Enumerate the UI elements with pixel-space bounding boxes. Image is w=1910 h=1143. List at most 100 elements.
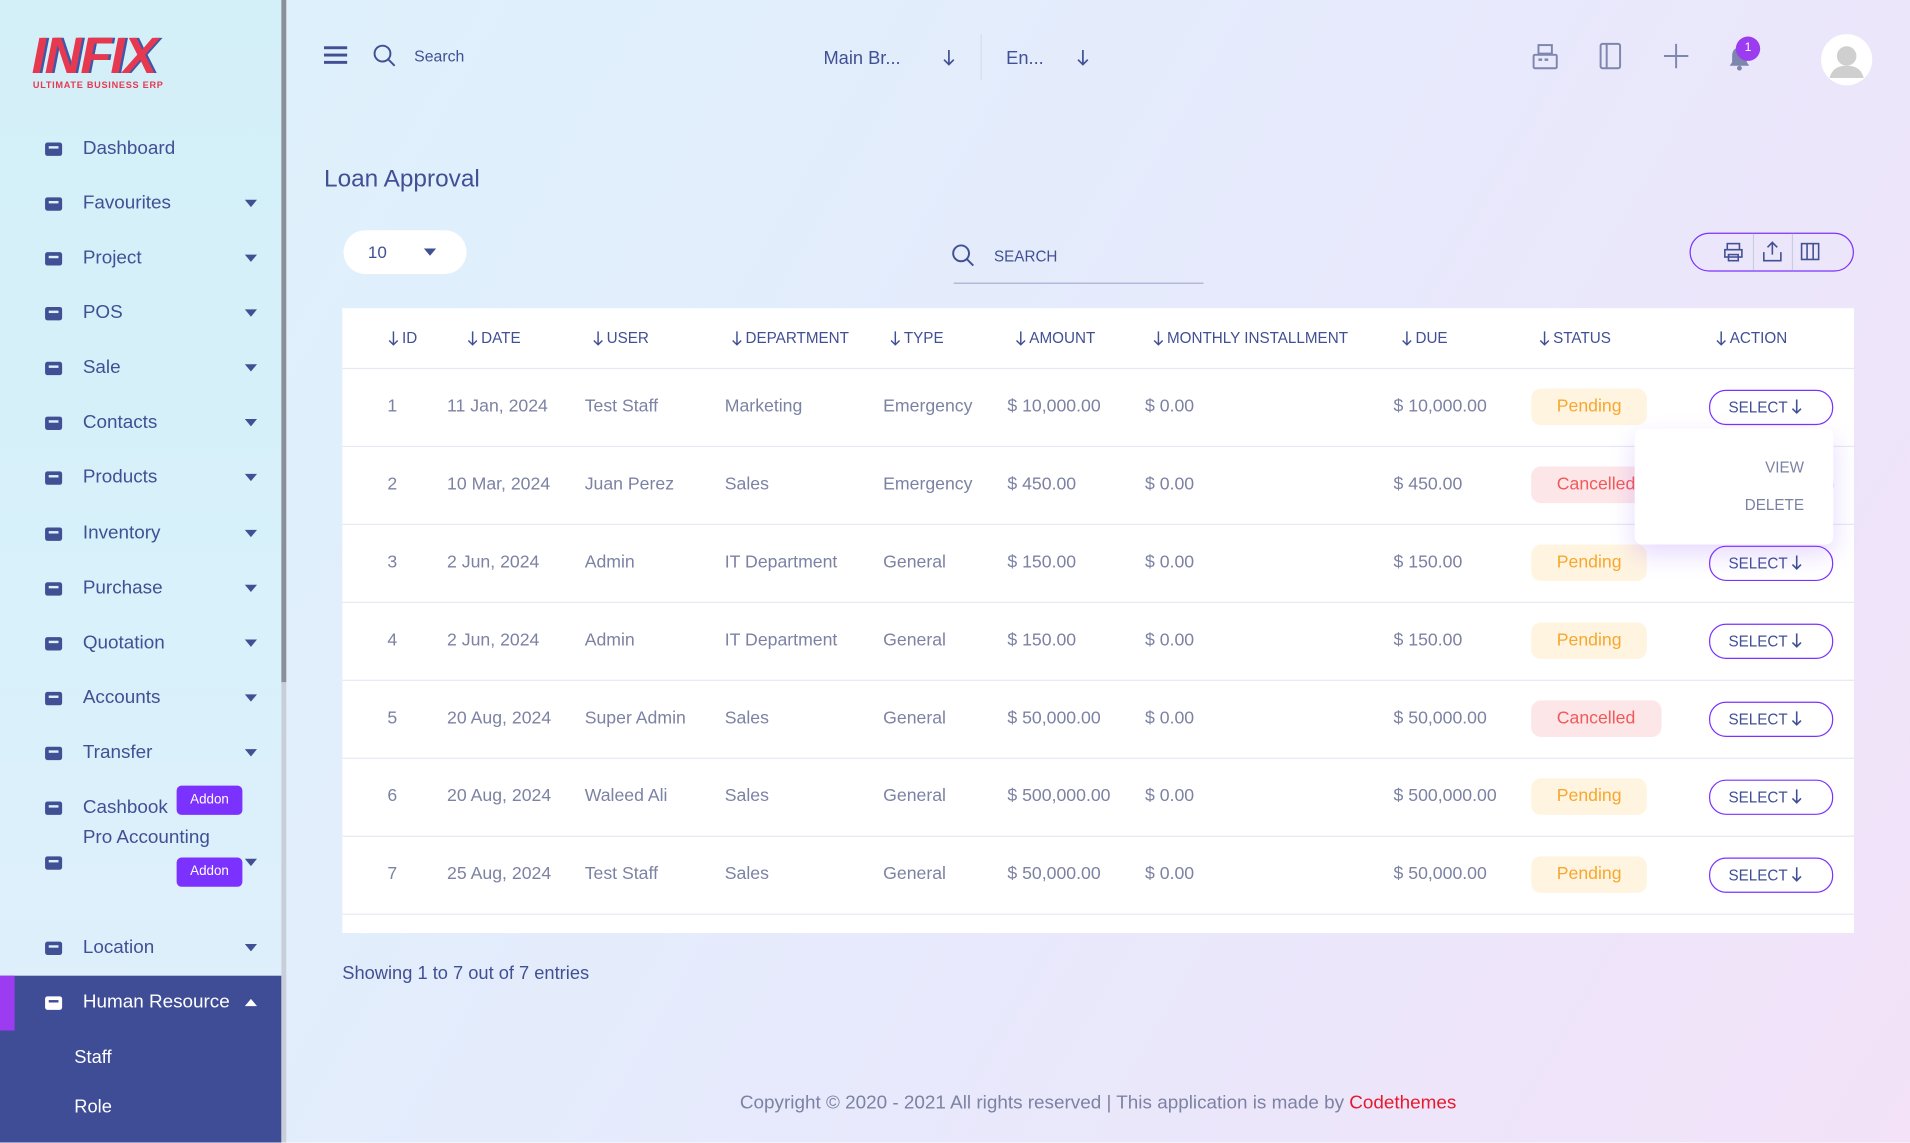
table-cell: $ 50,000.00 — [1393, 864, 1487, 885]
action-option[interactable]: VIEW — [1765, 458, 1805, 476]
menu-item[interactable]: POS — [0, 289, 281, 338]
column-title: MONTHLY INSTALLMENT — [1166, 329, 1349, 347]
menu-item[interactable]: Accounts — [0, 674, 281, 723]
logo-tagline: ULTIMATE BUSINESS ERP — [32, 79, 164, 91]
menu-item[interactable]: Products — [0, 453, 281, 502]
addon-badge: Addon — [176, 857, 243, 887]
menu-item[interactable]: Transfer — [0, 728, 281, 777]
select-button[interactable]: SELECT — [1709, 623, 1834, 659]
menu-item[interactable]: Dashboard — [0, 124, 281, 173]
status-badge: Pending — [1531, 544, 1648, 582]
table-cell: $ 50,000.00 — [1393, 708, 1487, 729]
pos-icon[interactable] — [1532, 44, 1558, 70]
status-badge: Pending — [1531, 388, 1648, 426]
select-text: SELECT — [1728, 866, 1788, 885]
sidebar: INFIX ULTIMATE BUSINESS ERP Dashboard Favou… — [0, 0, 282, 1143]
branch-arrow — [943, 49, 955, 66]
menu-label: Transfer — [82, 742, 153, 763]
sort-arrow — [1402, 331, 1412, 346]
avatar[interactable] — [1821, 34, 1873, 86]
menu-item[interactable]: Contacts — [0, 398, 281, 447]
menu-item[interactable]: Pro Accounting Addon — [0, 829, 281, 887]
table-search-input[interactable]: SEARCH — [993, 248, 1058, 266]
submenu-item[interactable]: Staff — [74, 1046, 112, 1068]
select-button[interactable]: SELECT — [1709, 389, 1834, 426]
add-icon[interactable] — [1663, 43, 1689, 69]
select-button[interactable]: SELECT — [1709, 779, 1834, 815]
footer-link[interactable]: Codethemes — [1349, 1092, 1457, 1114]
table-cell: $ 150.00 — [1393, 552, 1463, 573]
caret-down — [244, 309, 258, 317]
page-size-select[interactable]: 10 — [343, 230, 467, 275]
table-cell: Test Staff — [584, 396, 659, 417]
menu-label: Sale — [82, 357, 121, 378]
menu-item[interactable]: Favourites — [0, 179, 281, 228]
notes-icon[interactable] — [1599, 42, 1622, 70]
menu-icon — [45, 996, 63, 1010]
menu-label: Location — [82, 937, 155, 958]
menu-item[interactable]: Sale — [0, 344, 281, 393]
menu-item[interactable]: Quotation — [0, 619, 281, 668]
export-button[interactable] — [1763, 241, 1782, 262]
addon-text: Addon — [190, 864, 229, 879]
search-input[interactable]: Search — [414, 46, 465, 66]
columns-button[interactable] — [1800, 242, 1820, 261]
status-badge: Pending — [1531, 856, 1648, 893]
print-button[interactable] — [1724, 242, 1743, 262]
table-cell: 7 — [387, 864, 398, 885]
menu-label: Products — [82, 466, 158, 488]
select-text: SELECT — [1728, 555, 1788, 573]
table-cell: General — [883, 864, 946, 885]
select-button[interactable]: SELECT — [1709, 545, 1834, 582]
menu-label: Accounts — [82, 687, 161, 709]
caret-down — [244, 694, 258, 702]
table-summary: Showing 1 to 7 out of 7 entries — [342, 962, 590, 984]
caret-down — [244, 749, 258, 757]
submenu-item[interactable]: Role — [74, 1096, 112, 1118]
menu-icon — [45, 856, 63, 870]
menu-icon — [45, 416, 63, 430]
menu-label: Dashboard — [82, 137, 176, 159]
status-badge: Pending — [1531, 622, 1648, 659]
select-arrow — [1791, 711, 1802, 726]
menu-toggle[interactable] — [324, 46, 348, 64]
table-cell: Sales — [724, 474, 769, 495]
language-select[interactable]: En... — [1006, 48, 1044, 69]
active-marker — [0, 975, 15, 1031]
table-cell: $ 150.00 — [1007, 552, 1077, 573]
menu-item[interactable]: Human Resource — [0, 978, 281, 1027]
column-title: USER — [606, 329, 649, 347]
table-cell: General — [883, 786, 946, 807]
column-title: TYPE — [903, 329, 944, 347]
menu-item[interactable]: Location — [0, 923, 281, 972]
table-cell: Waleed Ali — [584, 786, 668, 807]
menu-item[interactable]: Cashbook Addon — [0, 783, 281, 832]
footer-text: Copyright © 2020 - 2021 All rights reser… — [739, 1092, 1345, 1114]
menu-item[interactable]: Project — [0, 234, 281, 283]
table-cell: $ 0.00 — [1145, 786, 1195, 807]
select-text: SELECT — [1728, 711, 1788, 729]
table-cell: Sales — [724, 786, 769, 807]
table-cell: Sales — [724, 864, 769, 885]
divider — [980, 34, 982, 81]
select-button[interactable]: SELECT — [1709, 857, 1834, 893]
menu-item[interactable]: Purchase — [0, 564, 281, 613]
select-button[interactable]: SELECT — [1709, 701, 1834, 737]
table-cell: $ 0.00 — [1145, 552, 1195, 573]
action-option[interactable]: DELETE — [1744, 496, 1805, 514]
menu-label: POS — [82, 302, 123, 324]
branch-select[interactable]: Main Br... — [823, 48, 901, 69]
menu-icon — [45, 941, 63, 955]
caret-down — [244, 944, 258, 952]
menu-item[interactable]: Inventory — [0, 509, 281, 558]
row-rule — [342, 757, 1854, 759]
action-menu: VIEW DELETE — [1634, 428, 1834, 545]
caret-down — [244, 529, 258, 538]
menu-label: Contacts — [82, 412, 158, 433]
table-cell: $ 10,000.00 — [1393, 396, 1487, 417]
language-arrow — [1077, 49, 1089, 66]
table-cell: $ 50,000.00 — [1007, 864, 1101, 885]
table-cell: 2 — [387, 474, 398, 495]
sort-arrow — [732, 331, 742, 346]
menu-icon — [45, 361, 63, 376]
